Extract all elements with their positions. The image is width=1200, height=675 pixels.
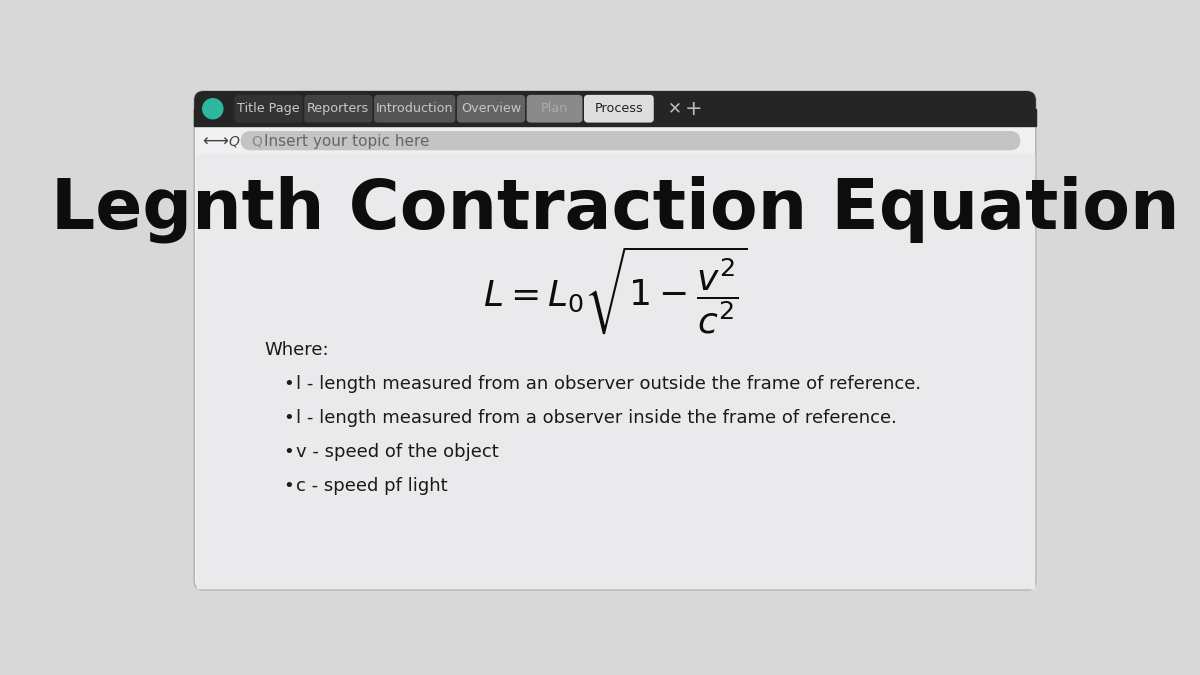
- FancyBboxPatch shape: [305, 95, 372, 123]
- Text: Title Page: Title Page: [238, 102, 300, 115]
- Text: Insert your topic here: Insert your topic here: [264, 134, 430, 149]
- Text: l - length measured from a observer inside the frame of reference.: l - length measured from a observer insi…: [295, 409, 896, 427]
- FancyBboxPatch shape: [584, 95, 654, 123]
- Bar: [194, 109, 1036, 126]
- Text: •: •: [283, 409, 294, 427]
- FancyBboxPatch shape: [374, 95, 455, 123]
- FancyBboxPatch shape: [234, 95, 302, 123]
- Text: •: •: [283, 477, 294, 495]
- Text: Where:: Where:: [264, 342, 329, 360]
- FancyBboxPatch shape: [457, 95, 526, 123]
- Text: →: →: [215, 132, 228, 151]
- Text: $L = L_0\sqrt{1-\dfrac{v^2}{c^2}}$: $L = L_0\sqrt{1-\dfrac{v^2}{c^2}}$: [482, 244, 748, 336]
- FancyBboxPatch shape: [241, 131, 1020, 151]
- Text: Q: Q: [228, 134, 239, 148]
- Text: Q: Q: [252, 134, 263, 148]
- Text: +: +: [684, 99, 702, 119]
- Text: Reporters: Reporters: [307, 102, 370, 115]
- Text: c - speed pf light: c - speed pf light: [295, 477, 448, 495]
- Text: Introduction: Introduction: [376, 102, 454, 115]
- Text: Plan: Plan: [541, 102, 569, 115]
- Text: l - length measured from an observer outside the frame of reference.: l - length measured from an observer out…: [295, 375, 920, 394]
- Text: ✕: ✕: [667, 100, 682, 117]
- FancyBboxPatch shape: [194, 91, 1036, 590]
- Text: •: •: [283, 443, 294, 461]
- Text: Process: Process: [594, 102, 643, 115]
- Text: v - speed of the object: v - speed of the object: [295, 443, 498, 461]
- Bar: [197, 154, 1033, 588]
- Text: ←: ←: [202, 132, 216, 151]
- FancyBboxPatch shape: [527, 95, 582, 123]
- Text: Overview: Overview: [461, 102, 521, 115]
- Text: •: •: [283, 375, 294, 394]
- FancyBboxPatch shape: [194, 91, 1036, 126]
- Text: Legnth Contraction Equation: Legnth Contraction Equation: [50, 176, 1180, 244]
- Circle shape: [203, 99, 223, 119]
